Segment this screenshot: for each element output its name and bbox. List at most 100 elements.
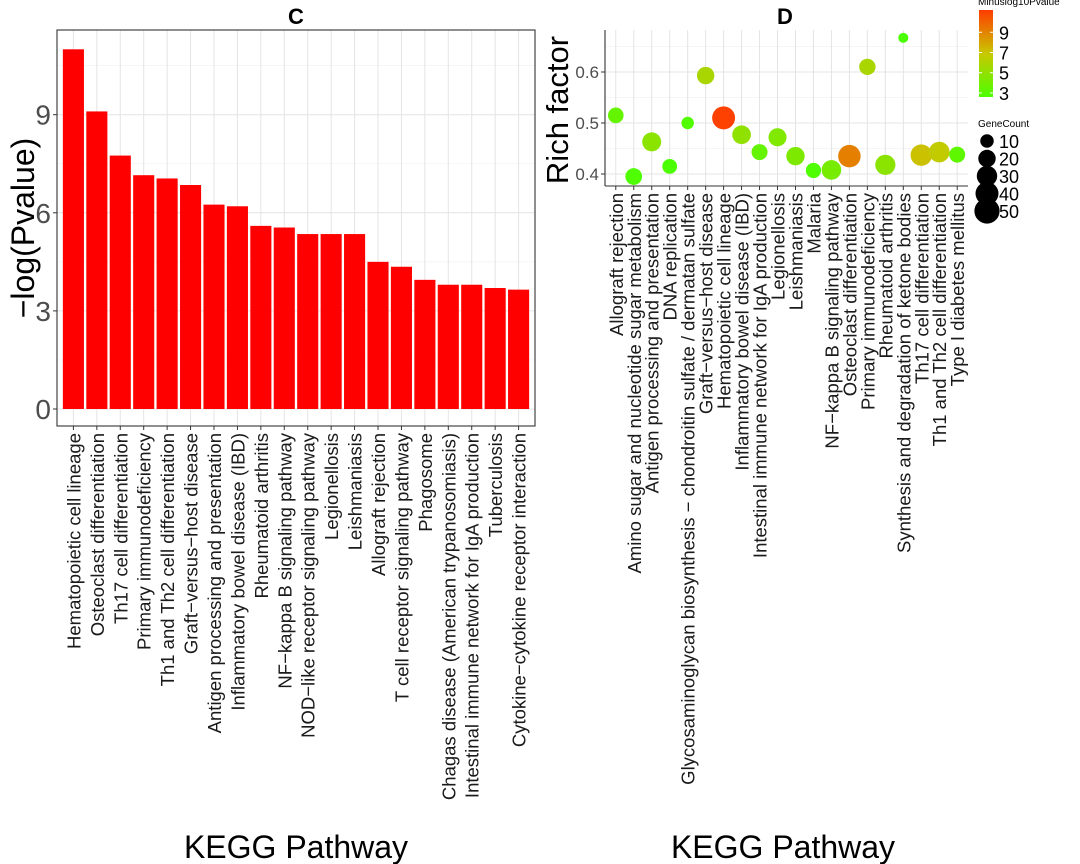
panel-d-y-tick-label: 0.4	[575, 165, 599, 184]
panel-c-bar	[62, 49, 84, 410]
panel-c-category-label: Th17 cell differentiation	[110, 433, 131, 624]
panel-c-y-tick-label: 9	[35, 100, 51, 131]
panel-c-bar	[508, 289, 530, 409]
color-legend-label: 3	[999, 84, 1009, 104]
panel-c-category-label: Th1 and Th2 cell differentiation	[157, 433, 178, 686]
panel-d-point	[751, 144, 768, 161]
color-legend-title: Minuslog10Pvalue	[978, 0, 1060, 8]
panel-d-y-axis-title: Rich factor	[540, 36, 575, 184]
panel-c-bar	[203, 204, 225, 409]
panel-d-point	[898, 32, 909, 43]
panel-d-category-label: Malaria	[803, 192, 824, 253]
panel-d-point	[625, 168, 643, 185]
color-legend-label: 5	[999, 64, 1009, 84]
colorbar	[979, 10, 993, 97]
panel-c-category-label: NF−kappa B signaling pathway	[274, 432, 295, 688]
panel-d-point	[696, 66, 715, 85]
panel-d-point	[949, 146, 966, 163]
panel-c-bar	[109, 155, 131, 409]
panel-d-point	[928, 141, 950, 163]
panel-d-x-axis-title: KEGG Pathway	[671, 829, 895, 864]
panel-d-category-label: Synthesis and degradation of ketone bodi…	[893, 193, 914, 553]
panel-c-category-label: Allograft rejection	[368, 433, 389, 576]
size-legend-label: 30	[999, 167, 1019, 187]
panel-c-category-label: T cell receptor signaling pathway	[391, 432, 412, 702]
panel-d-category-label: Graft−versus−host disease	[696, 193, 717, 414]
size-legend-label: 50	[999, 202, 1019, 222]
panel-d-category-label: Glycosaminoglycan biosynthesis − chondro…	[678, 193, 699, 785]
panel-d-category-label: Allograft rejection	[606, 193, 627, 336]
panel-c-y-tick-label: 6	[35, 198, 51, 229]
panel-c-category-label: Primary immunodeficiency	[134, 432, 155, 650]
panel-c-bar	[344, 234, 366, 409]
panel-d-point	[732, 125, 751, 145]
panel-c-bar-chart: 0 3 6 9 Hematopoietic cell lineage Osteoclast…	[5, 4, 536, 864]
panel-d-point	[838, 144, 861, 168]
panel-c-category-label: Chagas disease (American trypanosomiasis…	[438, 433, 459, 800]
panel-d-y-tick-label: 0.6	[575, 63, 599, 82]
panel-c-x-axis-title: KEGG Pathway	[184, 829, 408, 864]
panel-d-point	[642, 132, 662, 152]
panel-c-category-label: Osteoclast differentiation	[87, 433, 108, 636]
panel-c-category-label: Hematopoietic cell lineage	[63, 433, 84, 649]
panel-d-category-label: Th1 and Th2 cell differentiation	[929, 193, 950, 446]
size-legend-dot	[974, 198, 1000, 224]
panel-c-bar	[320, 234, 342, 409]
panel-c-category-label: Legionellosis	[321, 433, 342, 540]
panel-d-plot-area	[605, 30, 968, 186]
panel-c-category-label: Graft−versus−host disease	[181, 433, 202, 654]
size-legend-dot	[978, 149, 996, 168]
panel-c-category-label: Intestinal immune network for IgA produc…	[462, 433, 483, 798]
panel-d-category-label: Rheumatoid arthritis	[875, 193, 896, 359]
panel-d-point	[875, 154, 896, 175]
panel-c-bar	[367, 261, 389, 409]
panel-c-title: C	[288, 4, 304, 29]
panel-d-category-label: Osteoclast differentiation	[839, 193, 860, 396]
panel-c-category-label: Inflammatory bowel disease (IBD)	[227, 433, 248, 711]
panel-d-point	[662, 158, 678, 174]
panel-c-bar	[390, 266, 412, 409]
size-legend-dot	[980, 134, 994, 148]
panel-d-point	[712, 106, 736, 130]
panel-c-bar	[156, 178, 178, 409]
panel-d-category-label: Inflammatory bowel disease (IBD)	[732, 193, 753, 471]
panel-c-bar	[414, 279, 436, 409]
panel-c-bar	[250, 225, 272, 409]
panel-c-bar	[297, 234, 319, 409]
panel-d-point	[859, 58, 876, 76]
size-legend-label: 40	[999, 185, 1019, 205]
panel-c-y-tick-label: 0	[35, 394, 51, 425]
panel-d-category-label: DNA replication	[660, 193, 681, 321]
panel-d-category-label: Antigen processing and presentation	[642, 193, 663, 493]
panel-c-category-label: Rheumatoid arthritis	[251, 433, 272, 599]
panel-d-category-label: Hematopoietic cell lineage	[714, 193, 735, 409]
size-legend-title: GeneCount	[978, 119, 1029, 130]
panel-c-category-label: Cytokine−cytokine receptor interaction	[509, 433, 530, 747]
panel-c-bar	[226, 206, 248, 409]
panel-c-plot-border	[56, 29, 536, 427]
panel-d-y-tick-label: 0.5	[575, 114, 599, 133]
panel-d-point	[805, 162, 822, 179]
size-legend-dot	[976, 165, 998, 187]
panel-c-bar	[180, 185, 202, 409]
panel-d-category-label: Th17 cell differentiation	[911, 193, 932, 384]
panel-d-point	[821, 160, 842, 180]
color-legend-label: 9	[999, 23, 1009, 43]
panel-d-point	[768, 128, 787, 147]
panel-c-category-label: Phagosome	[415, 433, 436, 532]
panel-d-title: D	[777, 4, 793, 29]
panel-d-category-label: Leishmaniasis	[785, 193, 806, 310]
panel-c-category-label: Leishmaniasis	[345, 433, 366, 550]
panel-c-y-axis-title: −log(Pvalue)	[5, 138, 41, 319]
panel-c-bar	[273, 227, 295, 409]
panel-d-point	[607, 107, 624, 124]
panel-d-category-label: Amino sugar and nucleotide sugar metabol…	[624, 193, 645, 574]
panel-c-category-label: Tuberculosis	[485, 433, 506, 537]
panel-c-category-label: NOD−like receptor signaling pathway	[298, 432, 319, 738]
color-legend-label: 7	[999, 43, 1009, 63]
panel-c-category-label: Antigen processing and presentation	[204, 433, 225, 733]
panel-c-bar	[461, 284, 483, 409]
